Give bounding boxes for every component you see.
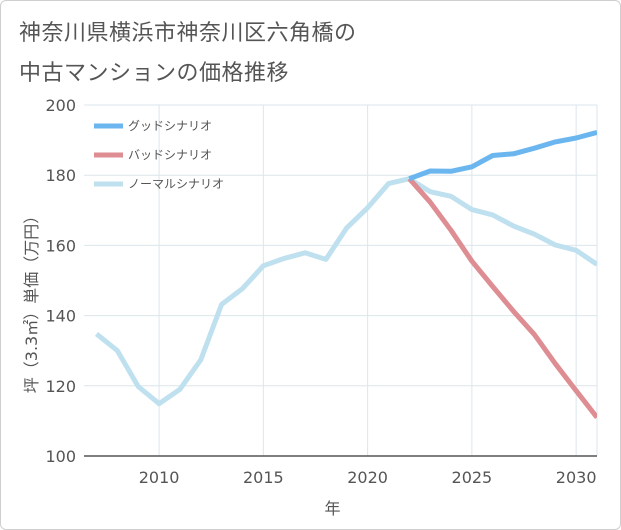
legend-label-0: グッドシナリオ: [128, 119, 212, 133]
x-tick-label-2015: 2015: [243, 468, 284, 487]
series-lines: [94, 129, 597, 419]
y-tick-label-180: 180: [45, 166, 76, 185]
series-line-0: [408, 129, 597, 182]
chart-title-line-2: 中古マンションの価格推移: [19, 61, 290, 86]
y-tick-label-200: 200: [45, 96, 76, 115]
y-tick-label-120: 120: [45, 377, 76, 396]
x-tick-label-2010: 2010: [139, 468, 180, 487]
x-tick-label-2020: 2020: [347, 468, 388, 487]
legend-label-1: バッドシナリオ: [128, 148, 212, 162]
x-axis-label: 年: [324, 499, 340, 518]
y-tick-label-100: 100: [45, 447, 76, 466]
x-tick-label-2025: 2025: [452, 468, 493, 487]
series-line-2: [94, 176, 597, 407]
chart-title-line-1: 神奈川県横浜市神奈川区六角橋の: [19, 21, 357, 46]
y-tick-label-160: 160: [45, 236, 76, 255]
y-axis-label: 坪（3.3㎡）単価（万円）: [22, 208, 41, 393]
series-line-1: [407, 177, 597, 419]
legend-label-2: ノーマルシナリオ: [128, 177, 224, 191]
x-tick-label-2030: 2030: [556, 468, 597, 487]
tick-labels: 100 120 140 160 180 200 2010 2015 2020 2025 2030: [45, 96, 596, 487]
y-tick-label-140: 140: [45, 307, 76, 326]
